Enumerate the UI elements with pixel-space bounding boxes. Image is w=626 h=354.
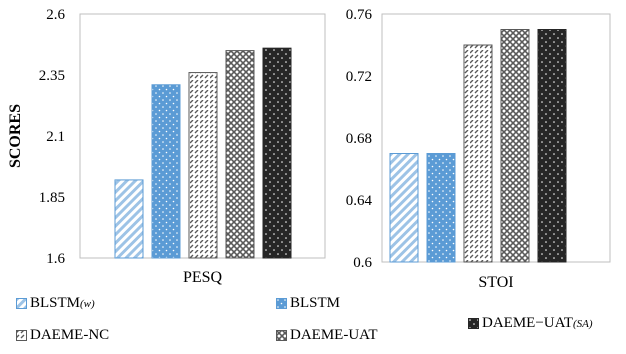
- y-tick-label: 1.85: [39, 190, 65, 206]
- panel-pesq: 1.6 1.85 2.1 2.35 2.6 PESQ SCORES: [7, 7, 326, 286]
- bar-daeme-uat: [225, 50, 255, 259]
- bar-daeme-uat-sa: [537, 29, 567, 263]
- y-tick-label: 0.6: [353, 255, 372, 271]
- bar-blstm: [426, 153, 456, 263]
- y-tick-label: 0.76: [346, 7, 373, 23]
- y-tick-label: 2.6: [46, 7, 65, 23]
- y-axis-label: SCORES: [7, 104, 24, 168]
- bar-daeme-uat: [500, 29, 530, 263]
- bar-blstm-w: [389, 153, 419, 263]
- bar-daeme-nc: [463, 44, 493, 263]
- bar-blstm-w: [114, 179, 144, 259]
- bar-daeme-nc: [188, 72, 218, 259]
- x-category-label: STOI: [478, 274, 513, 291]
- x-category-label: PESQ: [183, 269, 223, 286]
- y-tick-label: 2.35: [39, 68, 65, 84]
- y-tick-label: 0.72: [346, 69, 372, 85]
- plot-area-frame: [381, 13, 611, 263]
- y-tick-label: 2.1: [46, 129, 65, 145]
- bar-blstm: [151, 84, 181, 259]
- y-tick-label: 0.68: [346, 131, 372, 147]
- y-tick-label: 1.6: [46, 251, 65, 267]
- bar-daeme-uat-sa: [262, 47, 292, 259]
- y-tick-label: 0.64: [346, 193, 373, 209]
- panel-stoi: 0.6 0.64 0.68 0.72 0.76 STOI: [346, 7, 611, 291]
